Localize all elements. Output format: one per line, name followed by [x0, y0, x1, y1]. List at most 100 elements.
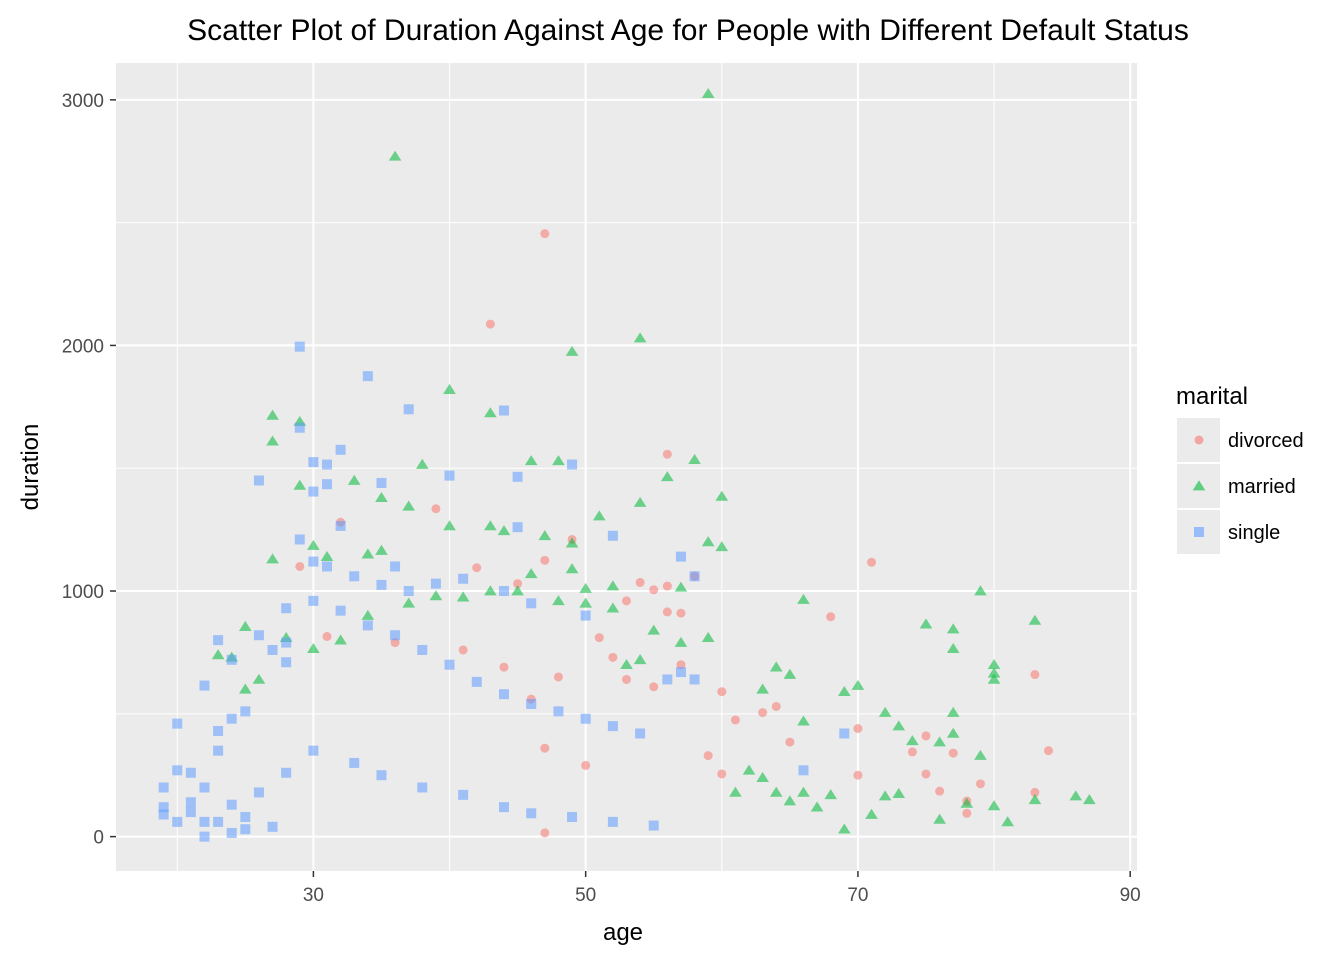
x-tick-label: 70 — [847, 885, 868, 906]
point-married — [892, 787, 906, 798]
point-married — [307, 642, 320, 654]
point-married — [756, 771, 769, 782]
point-single — [675, 667, 686, 678]
point-married — [497, 525, 511, 536]
grid-lines — [116, 63, 1137, 871]
point-married — [919, 618, 933, 629]
point-married — [987, 658, 1001, 670]
point-single — [512, 471, 523, 482]
point-single — [675, 551, 686, 562]
point-single — [335, 605, 346, 616]
point-married — [1069, 790, 1083, 801]
point-married — [511, 585, 524, 596]
y-axis-title: duration — [17, 424, 44, 511]
point-divorced — [676, 660, 686, 670]
point-single — [335, 520, 346, 531]
chart-title: Scatter Plot of Duration Against Age for… — [187, 14, 1189, 47]
point-married — [347, 474, 361, 485]
point-single — [158, 802, 169, 813]
point-divorced — [322, 631, 332, 641]
point-married — [729, 786, 742, 797]
point-married — [293, 479, 307, 490]
legend-label-single: single — [1228, 522, 1280, 544]
legend-key-married — [1192, 480, 1206, 491]
point-divorced — [513, 579, 523, 589]
point-single — [689, 674, 700, 685]
point-married — [878, 706, 892, 717]
point-single — [498, 586, 509, 597]
point-married — [715, 541, 729, 552]
point-married — [484, 520, 497, 531]
point-married — [592, 510, 606, 521]
legend-label-married: married — [1228, 476, 1296, 498]
point-married — [797, 715, 810, 726]
point-married — [974, 585, 987, 596]
point-married — [620, 658, 633, 670]
point-single — [648, 820, 659, 831]
point-married — [987, 673, 1001, 684]
point-married — [239, 683, 252, 694]
point-single — [607, 530, 618, 541]
point-married — [824, 789, 838, 800]
point-divorced — [703, 751, 713, 761]
point-married — [837, 685, 851, 697]
point-married — [783, 795, 797, 806]
point-married — [1028, 614, 1042, 625]
point-divorced — [962, 808, 972, 818]
point-single — [308, 595, 319, 606]
point-married — [688, 453, 701, 464]
point-married — [865, 808, 878, 819]
point-divorced — [907, 747, 917, 757]
point-married — [402, 500, 416, 511]
point-divorced — [785, 737, 795, 747]
point-single — [526, 808, 537, 819]
x-tick-label: 30 — [303, 885, 324, 906]
point-single — [512, 522, 523, 533]
point-single — [390, 630, 401, 641]
point-single — [322, 459, 333, 470]
point-single — [281, 767, 292, 778]
point-married — [320, 550, 334, 561]
point-married — [715, 490, 729, 501]
point-married — [701, 631, 715, 642]
point-single — [322, 561, 333, 572]
point-married — [769, 786, 783, 797]
point-single — [526, 598, 537, 609]
point-married — [946, 623, 960, 634]
point-married — [783, 668, 797, 679]
series-married — [211, 87, 1096, 834]
point-divorced — [867, 557, 877, 567]
legend-key-single — [1194, 527, 1204, 537]
point-married — [837, 823, 851, 834]
point-single — [294, 534, 305, 545]
point-married — [606, 580, 620, 591]
point-divorced — [1044, 746, 1054, 756]
point-married — [211, 649, 225, 660]
point-married — [388, 150, 402, 161]
point-single — [349, 571, 360, 582]
point-married — [361, 548, 375, 559]
y-tick-label: 2000 — [62, 336, 104, 357]
point-married — [361, 609, 375, 620]
point-divorced — [826, 612, 836, 622]
point-married — [974, 749, 987, 760]
point-single — [199, 680, 210, 691]
y-tick-label: 1000 — [62, 582, 104, 603]
legend-key-divorced — [1194, 435, 1204, 445]
point-single — [417, 644, 428, 655]
point-single — [226, 654, 237, 665]
point-divorced — [622, 674, 631, 684]
point-single — [607, 816, 618, 827]
point-married — [375, 544, 388, 555]
point-married — [797, 593, 810, 604]
point-married — [633, 654, 647, 665]
point-single — [322, 479, 333, 490]
point-single — [253, 475, 264, 486]
legend-label-divorced: divorced — [1228, 430, 1304, 452]
point-single — [226, 713, 237, 724]
point-married — [1001, 816, 1014, 827]
point-single — [185, 797, 196, 808]
point-single — [417, 782, 428, 793]
point-married — [266, 435, 279, 446]
